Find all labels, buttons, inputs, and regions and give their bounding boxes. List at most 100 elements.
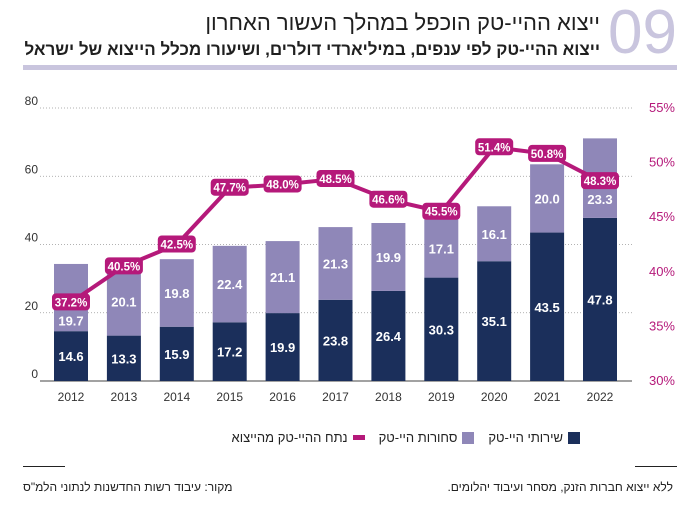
legend-label: סחורות היי-טק	[378, 430, 458, 445]
x-tick-label: 2021	[534, 390, 561, 404]
data-label-bg	[104, 257, 143, 275]
x-tick-label: 2019	[428, 390, 455, 404]
y2-tick-label: 50%	[649, 155, 675, 170]
bar-services	[265, 313, 300, 381]
data-label-bg	[263, 175, 302, 193]
data-label-share: 48.3%	[584, 176, 617, 188]
legend-swatch	[462, 431, 475, 444]
data-label-goods: 22.4	[217, 277, 243, 292]
x-tick-label: 2015	[216, 390, 243, 404]
data-label-bg	[52, 293, 90, 311]
x-tick-label: 2016	[269, 390, 296, 404]
data-label-services: 47.8	[587, 292, 612, 307]
bar-goods	[212, 245, 247, 323]
x-tick-label: 2014	[163, 390, 190, 404]
legend: שירותי היי-טק סחורות היי-טק נתח ההיי-טק …	[232, 430, 580, 445]
data-label-bg	[157, 235, 196, 253]
data-label-share: 45.5%	[425, 207, 458, 219]
x-tick-label: 2018	[375, 390, 402, 404]
data-label-services: 13.3	[111, 351, 136, 366]
data-label-services: 43.5	[534, 300, 559, 315]
bar-goods	[318, 227, 353, 300]
bar-services	[530, 232, 565, 381]
data-label-services: 35.1	[482, 314, 507, 329]
bar-services	[106, 335, 141, 381]
data-label-goods: 19.9	[376, 250, 401, 265]
legend-item-share: נתח ההיי-טק מהייצוא	[232, 430, 365, 445]
bar-goods	[159, 259, 194, 327]
x-tick-label: 2020	[481, 390, 508, 404]
bar-goods	[424, 219, 459, 278]
data-label-share: 51.4%	[478, 142, 511, 154]
source: מקור: עיבוד רשות החדשנות לנתוני הלמ"ס	[23, 480, 233, 494]
data-label-bg	[316, 169, 355, 187]
y-tick-label: 40	[25, 231, 39, 245]
data-label-goods: 16.1	[482, 227, 507, 242]
legend-label: נתח ההיי-טק מהייצוא	[231, 430, 348, 445]
bar-services	[159, 326, 194, 381]
y2-tick-label: 30%	[649, 373, 675, 388]
bar-services	[371, 290, 406, 381]
data-label-goods: 17.1	[429, 241, 454, 256]
bar-goods	[477, 206, 512, 262]
data-label-bg	[210, 178, 249, 196]
x-tick-label: 2022	[587, 390, 614, 404]
bar-goods	[265, 241, 300, 314]
data-label-goods: 21.1	[270, 270, 295, 285]
x-tick-label: 2017	[322, 390, 349, 404]
y2-tick-label: 55%	[649, 100, 675, 115]
y-tick-label: 60	[25, 162, 39, 176]
x-tick-label: 2012	[58, 390, 85, 404]
bar-goods	[371, 223, 406, 291]
data-label-bg	[475, 138, 514, 156]
chart-number: 09	[608, 0, 677, 67]
data-label-share: 47.7%	[213, 183, 246, 195]
bar-services	[212, 322, 247, 381]
bar-services	[583, 217, 617, 381]
data-label-bg	[581, 172, 619, 190]
data-label-goods: 21.3	[323, 256, 348, 271]
data-label-goods: 19.8	[164, 286, 189, 301]
data-label-services: 17.2	[217, 345, 242, 360]
y2-tick-label: 40%	[649, 264, 675, 279]
legend-item-goods: סחורות היי-טק	[379, 430, 475, 445]
data-label-share: 40.5%	[108, 261, 141, 273]
legend-swatch	[352, 435, 365, 440]
divider	[635, 466, 677, 467]
data-label-goods: 23.3	[587, 192, 612, 207]
data-label-share: 37.2%	[55, 297, 88, 309]
y2-tick-label: 35%	[649, 318, 675, 333]
page-title: ייצוא ההיי-טק הוכפל במהלך העשור האחרון	[205, 10, 600, 35]
y-tick-label: 20	[25, 299, 39, 313]
y-tick-label: 80	[25, 94, 39, 108]
footnote: ללא ייצוא חברות הזנק, מסחר ועיבוד יהלומי…	[447, 480, 673, 494]
data-label-services: 19.9	[270, 340, 295, 355]
data-label-services: 30.3	[429, 322, 454, 337]
data-label-goods: 20.1	[111, 294, 136, 309]
header-rule	[23, 65, 677, 70]
data-label-services: 26.4	[376, 329, 402, 344]
divider	[23, 466, 65, 467]
data-label-services: 14.6	[58, 349, 83, 364]
y2-tick-label: 45%	[649, 209, 675, 224]
data-label-share: 48.0%	[266, 179, 299, 191]
data-label-share: 46.6%	[372, 195, 405, 207]
x-tick-label: 2013	[111, 390, 138, 404]
y-tick-label: 0	[31, 367, 38, 381]
data-label-goods: 19.7	[58, 313, 83, 328]
data-label-share: 50.8%	[531, 149, 564, 161]
data-label-share: 48.5%	[319, 174, 352, 186]
data-label-share: 42.5%	[160, 240, 193, 252]
bar-services	[54, 331, 88, 381]
bar-services	[424, 277, 459, 381]
bar-services	[477, 261, 512, 381]
page-subtitle: ייצוא ההיי-טק לפי ענפים, במיליארדי דולרי…	[24, 40, 600, 59]
legend-swatch	[568, 431, 580, 444]
data-label-services: 23.8	[323, 333, 348, 348]
data-label-goods: 20.0	[534, 191, 559, 206]
bar-services	[318, 299, 353, 381]
legend-item-services: שירותי היי-טק	[488, 430, 580, 445]
bar-goods	[530, 164, 565, 233]
